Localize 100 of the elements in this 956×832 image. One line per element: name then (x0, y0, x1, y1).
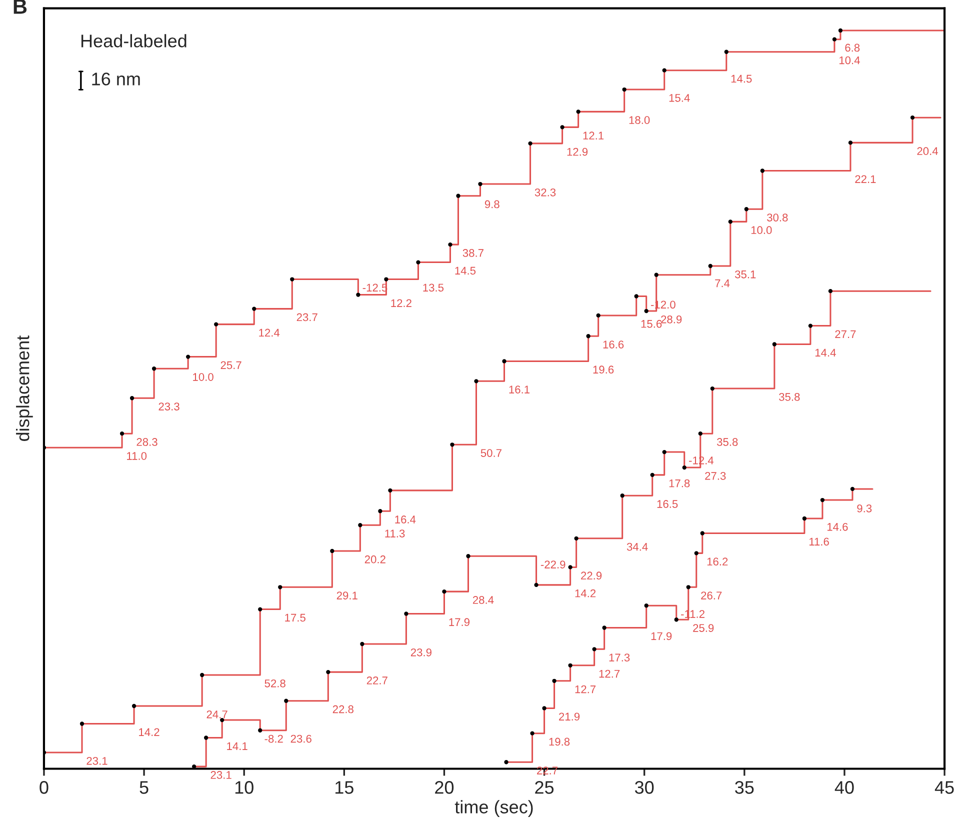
annotation: 9.3 (857, 504, 872, 512)
point (694, 551, 698, 556)
point (654, 272, 658, 277)
annotation: 19.8 (549, 738, 570, 746)
point (772, 342, 777, 346)
annotation: 12.4 (259, 328, 280, 337)
annotation: 23.9 (410, 648, 432, 656)
point (132, 704, 136, 708)
annotation: 7.4 (715, 279, 730, 288)
annotation: 16.1 (509, 386, 530, 394)
annotation: -8.2 (264, 734, 283, 743)
point (700, 531, 704, 536)
point (278, 585, 282, 590)
annotation: 14.5 (455, 266, 476, 275)
point (388, 488, 392, 493)
annotation: 12.7 (599, 670, 620, 678)
x-tick-label: 35 (735, 781, 754, 794)
annotation: 22.8 (332, 705, 354, 714)
annotation: 14.4 (815, 348, 836, 356)
point (650, 472, 654, 478)
point (674, 618, 678, 622)
point (838, 28, 843, 33)
x-tick-label: 25 (535, 781, 554, 794)
annotation: Head-labeled (81, 34, 186, 48)
point (708, 264, 712, 268)
point (130, 396, 134, 400)
x-tick-label: 5 (140, 781, 148, 794)
point (848, 140, 853, 145)
annotation: 14.1 (227, 742, 248, 750)
annotation: 22.7 (366, 676, 388, 684)
x-tick-label: 10 (235, 781, 254, 794)
point (152, 366, 156, 371)
point (620, 494, 624, 498)
point (466, 554, 470, 558)
annotation: 22.9 (581, 572, 602, 580)
point (284, 698, 288, 703)
point (592, 647, 596, 652)
annotation: 17.8 (669, 479, 690, 488)
annotation: 18.0 (629, 116, 650, 124)
x-axis-title: time (sec) (454, 800, 533, 818)
annotation: 19.6 (593, 366, 614, 374)
annotation: 11.6 (809, 538, 829, 546)
point (644, 604, 648, 608)
annotation: 17.9 (449, 618, 470, 626)
annotation: 20.4 (917, 147, 938, 156)
x-tick-label: 20 (435, 781, 454, 794)
annotation: 14.5 (731, 74, 752, 83)
annotation: 17.5 (285, 614, 306, 622)
point (710, 386, 714, 391)
annotation: 17.9 (651, 632, 672, 640)
point (326, 670, 330, 674)
annotation: 11.0 (127, 452, 147, 460)
annotation: 23.1 (210, 771, 232, 779)
point (662, 68, 666, 72)
x-tick-label: 40 (834, 781, 854, 794)
point (698, 431, 702, 436)
annotation: 30.8 (767, 214, 788, 222)
point (504, 760, 508, 764)
point (560, 125, 564, 130)
point (442, 589, 446, 594)
point (744, 207, 748, 212)
point (356, 292, 360, 297)
point (258, 728, 262, 732)
point (576, 110, 580, 114)
annotation: 12.1 (583, 132, 604, 140)
point (568, 565, 572, 570)
annotation: 16.6 (603, 340, 624, 348)
annotation: 15.4 (669, 94, 690, 102)
x-tick-label: 45 (934, 781, 954, 794)
point (802, 516, 807, 521)
point (586, 334, 590, 338)
annotation: 17.3 (609, 654, 630, 662)
point (528, 141, 532, 146)
annotation: 12.2 (391, 299, 412, 307)
point (602, 626, 606, 630)
annotation: 21.9 (559, 712, 580, 721)
point (290, 277, 294, 282)
point (728, 220, 732, 224)
point (622, 87, 626, 92)
point (186, 354, 190, 359)
point (832, 37, 837, 42)
annotation: 35.8 (716, 438, 738, 446)
annotation: 22.1 (855, 175, 876, 183)
annotation: 6.8 (845, 44, 860, 52)
point (330, 548, 334, 554)
annotation: 14.2 (139, 728, 160, 736)
annotation: 14.2 (575, 589, 596, 598)
annotation: 38.7 (462, 249, 484, 257)
point (552, 678, 556, 683)
annotation: 28.4 (472, 596, 494, 604)
point (258, 607, 262, 612)
annotation: 29.1 (336, 592, 358, 600)
point (644, 308, 648, 314)
annotation: 25.9 (693, 624, 714, 632)
point (820, 498, 825, 502)
point (910, 116, 915, 120)
annotation: -22.9 (540, 560, 566, 568)
annotation: 14.6 (827, 522, 848, 531)
annotation: 52.8 (264, 679, 286, 688)
point (542, 706, 546, 710)
